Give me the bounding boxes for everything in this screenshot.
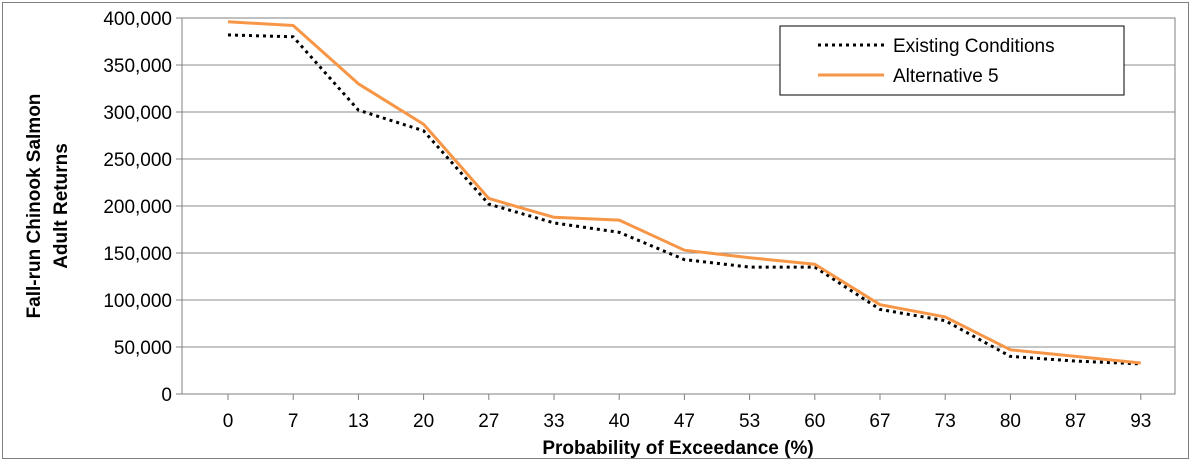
x-tick-label: 67: [869, 411, 890, 432]
y-tick-label: 300,000: [103, 103, 172, 124]
x-tick-label: 27: [478, 411, 499, 432]
y-tick-label: 150,000: [103, 244, 172, 265]
y-tick-label: 350,000: [103, 56, 172, 77]
x-axis-title: Probability of Exceedance (%): [542, 438, 813, 459]
y-tick-label: 400,000: [103, 9, 172, 30]
x-tick-label: 53: [739, 411, 760, 432]
x-tick-label: 0: [223, 411, 234, 432]
y-tick-label: 50,000: [114, 338, 172, 359]
y-axis-title-line-2: Adult Returns: [51, 143, 72, 269]
legend-box: [779, 25, 1125, 96]
series-line-alternative-5: [227, 20, 1141, 365]
x-tick-label: 47: [674, 411, 695, 432]
x-tick-label: 20: [413, 411, 434, 432]
y-tick-label: 100,000: [103, 291, 172, 312]
y-axis-title-line-1: Fall-run Chinook Salmon: [24, 94, 45, 319]
x-tick-label: 80: [1000, 411, 1021, 432]
series-lines: [227, 20, 1141, 366]
x-tick-label: 7: [288, 411, 299, 432]
x-tick-labels: 0 7 13 20 27 33 40 47 53 60 67 73 80 87 93: [223, 394, 1151, 432]
x-tick-label: 87: [1065, 411, 1086, 432]
y-axis-title: Fall-run Chinook Salmon Adult Returns: [24, 94, 72, 319]
series-line-existing-conditions: [227, 33, 1141, 366]
x-tick-label: 40: [609, 411, 630, 432]
y-tick-label: 200,000: [103, 197, 172, 218]
x-tick-label: 93: [1130, 411, 1151, 432]
x-tick-label: 60: [804, 411, 825, 432]
x-tick-label: 73: [935, 411, 956, 432]
x-tick-label: 13: [348, 411, 369, 432]
y-tick-labels: 0 50,000 100,000 150,000 200,000 250,000 300,0…: [103, 9, 172, 406]
legend-label-alternative-5: Alternative 5: [893, 66, 999, 87]
y-tick-label: 0: [161, 385, 172, 406]
legend: Existing Conditions Alternative 5: [779, 25, 1125, 96]
plot-area-border: [181, 17, 1176, 395]
legend-label-existing-conditions: Existing Conditions: [893, 36, 1055, 57]
y-tick-label: 250,000: [103, 150, 172, 171]
x-tick-label: 33: [543, 411, 564, 432]
